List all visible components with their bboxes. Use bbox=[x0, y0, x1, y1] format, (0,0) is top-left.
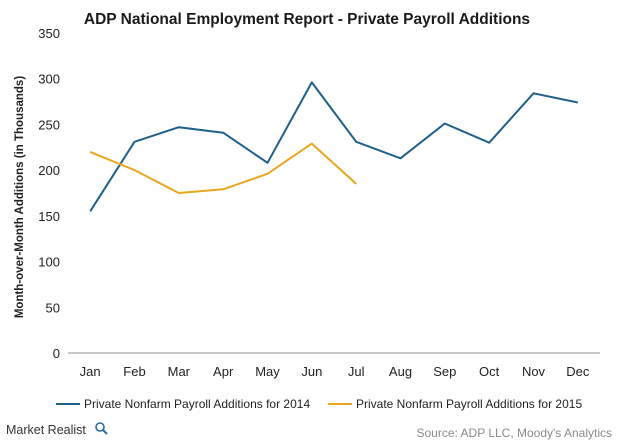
x-tick-label: Mar bbox=[168, 364, 191, 379]
y-tick-label: 0 bbox=[53, 346, 60, 361]
series-line-1 bbox=[89, 142, 357, 194]
legend: Private Nonfarm Payroll Additions for 20… bbox=[56, 397, 582, 411]
x-tick-label: Aug bbox=[389, 364, 412, 379]
legend-label-2015: Private Nonfarm Payroll Additions for 20… bbox=[356, 397, 582, 411]
x-tick-label: Feb bbox=[123, 364, 145, 379]
series-lines bbox=[89, 81, 579, 212]
x-tick-label: Dec bbox=[566, 364, 590, 379]
brand-text: Market Realist bbox=[6, 423, 86, 437]
x-axis-ticks: Jan Feb Mar Apr May Jun Jul Aug Sep Oct Nov Dec bbox=[80, 364, 590, 379]
y-tick-label: 100 bbox=[38, 255, 60, 270]
x-tick-label: Nov bbox=[522, 364, 546, 379]
x-tick-label: Jan bbox=[80, 364, 101, 379]
y-tick-label: 50 bbox=[46, 300, 60, 315]
legend-label-2014: Private Nonfarm Payroll Additions for 20… bbox=[84, 397, 310, 411]
x-tick-label: May bbox=[255, 364, 280, 379]
y-tick-label: 200 bbox=[38, 163, 60, 178]
y-tick-label: 150 bbox=[38, 209, 60, 224]
magnifier-icon bbox=[95, 422, 108, 435]
x-tick-label: Sep bbox=[433, 364, 456, 379]
x-tick-label: Oct bbox=[479, 364, 500, 379]
series-line-0 bbox=[89, 81, 579, 212]
brand-logo: Market Realist bbox=[6, 422, 108, 437]
x-tick-label: Jul bbox=[348, 364, 365, 379]
chart-title: ADP National Employment Report - Private… bbox=[84, 11, 530, 28]
y-tick-label: 300 bbox=[38, 72, 60, 87]
y-tick-label: 250 bbox=[38, 117, 60, 132]
source-note: Source: ADP LLC, Moody's Analytics bbox=[417, 426, 613, 440]
x-tick-label: Jun bbox=[301, 364, 322, 379]
y-axis-label: Month-over-Month Additions (in Thousands… bbox=[14, 76, 26, 318]
y-tick-label: 350 bbox=[38, 26, 60, 41]
x-tick-label: Apr bbox=[213, 364, 234, 379]
y-axis-ticks: 0 50 100 150 200 250 300 350 bbox=[38, 26, 60, 361]
